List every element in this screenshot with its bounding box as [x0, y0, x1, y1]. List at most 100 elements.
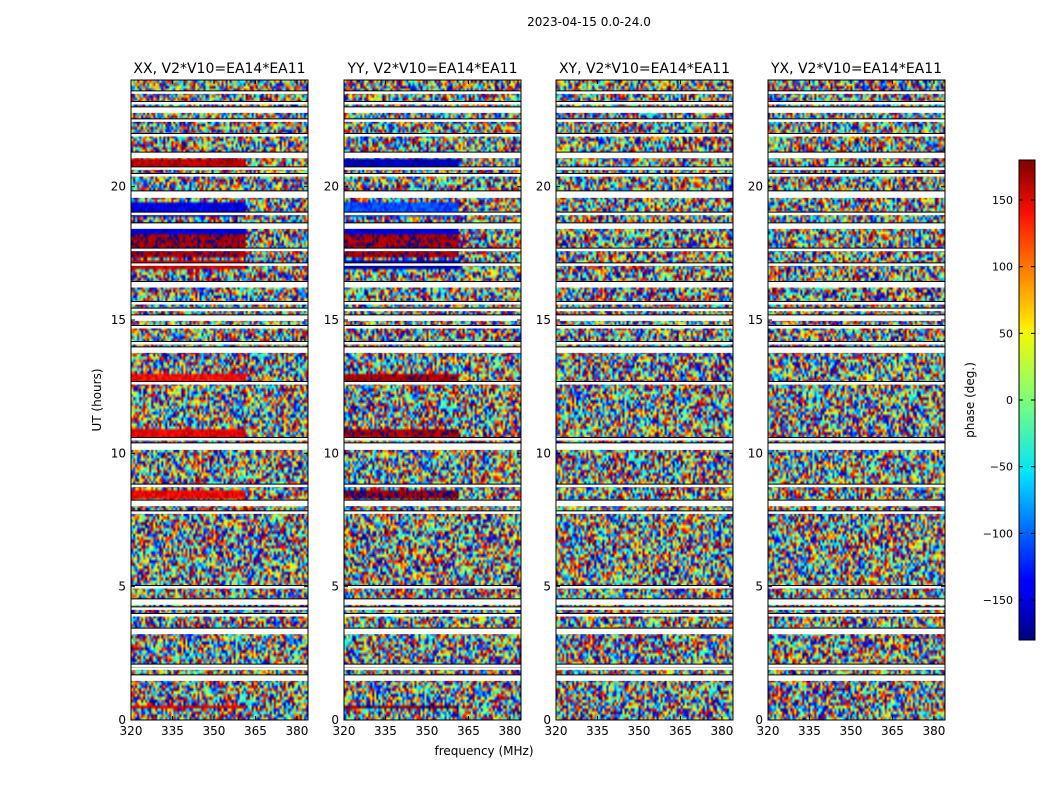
colorbar-tick-label: 150: [992, 194, 1013, 207]
flagged-row: [344, 262, 521, 266]
flagged-row: [556, 190, 733, 197]
flagged-row: [344, 222, 521, 229]
colorbar: 150 100 50 0 −50 −100 −150 phase (deg.): [963, 159, 1036, 641]
x-tick-label: 335: [798, 724, 821, 738]
flagged-row: [131, 346, 308, 353]
y-tick-label: 0: [118, 713, 126, 727]
figure-suptitle: 2023-04-15 0.0-24.0: [527, 15, 651, 29]
flagged-row: [768, 248, 945, 252]
flagged-row: [344, 381, 521, 385]
flagged-row: [768, 90, 945, 94]
flagged-row: [768, 314, 945, 321]
x-tick-label: 320: [545, 724, 568, 738]
flagged-row: [344, 341, 521, 345]
flagged-row: [344, 212, 521, 216]
flagged-row: [344, 281, 521, 288]
flagged-row: [131, 152, 308, 159]
flagged-row: [344, 101, 521, 105]
flagged-row: [131, 301, 308, 305]
panel-frame: [343, 79, 522, 721]
x-axis-label: frequency (MHz): [434, 744, 533, 758]
y-tick-label: 15: [111, 313, 126, 327]
flagged-row: [768, 173, 945, 177]
flagged-row: [131, 173, 308, 177]
flagged-row: [556, 606, 733, 610]
panel-frame: [555, 79, 734, 721]
x-tick-label: 350: [840, 724, 863, 738]
y-tick-label: 0: [543, 713, 551, 727]
flagged-row: [768, 606, 945, 610]
flagged-row: [556, 664, 733, 668]
x-tick-label: 335: [586, 724, 609, 738]
flagged-row: [768, 106, 945, 113]
panel-3: YX, V2*V10=EA14*EA11 320 335 350 365 380 0 5 10 1…: [748, 61, 946, 738]
flagged-row: [344, 248, 521, 252]
panel-title: XX, V2*V10=EA14*EA11: [133, 61, 305, 77]
flagged-row: [344, 314, 521, 321]
flagged-row: [344, 90, 521, 94]
flagged-row: [131, 628, 308, 635]
x-tick-label: 380: [922, 724, 945, 738]
y-tick-label: 0: [755, 713, 763, 727]
flagged-row: [344, 585, 521, 589]
flagged-row: [556, 166, 733, 170]
flagged-row: [556, 341, 733, 345]
x-tick-label: 320: [757, 724, 780, 738]
y-tick-label: 5: [543, 580, 551, 594]
flagged-row: [131, 437, 308, 441]
flagged-row: [131, 212, 308, 216]
flagged-row: [344, 173, 521, 177]
y-tick-label: 20: [324, 180, 339, 194]
flagged-row: [556, 666, 733, 670]
flagged-row: [768, 585, 945, 589]
flagged-row: [768, 664, 945, 668]
flagged-row: [131, 510, 308, 514]
flagged-row: [556, 628, 733, 635]
y-tick-label: 5: [755, 580, 763, 594]
flagged-row: [344, 301, 521, 305]
flagged-row: [131, 308, 308, 312]
flagged-row: [768, 308, 945, 312]
y-tick-label: 15: [536, 313, 551, 327]
y-tick-label: 5: [331, 580, 339, 594]
x-tick-label: 365: [669, 724, 692, 738]
panel-1: YY, V2*V10=EA14*EA11 320 335 350 365 380 0 5 10 1…: [324, 61, 522, 738]
flagged-row: [768, 442, 945, 449]
flagged-row: [556, 133, 733, 137]
x-tick-label: 365: [244, 724, 267, 738]
flagged-row: [344, 442, 521, 449]
flagged-row: [344, 674, 521, 681]
flagged-row: [768, 301, 945, 305]
flagged-row: [556, 281, 733, 288]
flagged-row: [768, 133, 945, 137]
flagged-row: [131, 118, 308, 122]
flagged-row: [344, 598, 521, 605]
flagged-row: [131, 664, 308, 668]
flagged-row: [344, 500, 521, 507]
flagged-row: [768, 598, 945, 605]
flagged-row: [344, 152, 521, 159]
flagged-row: [768, 325, 945, 329]
flagged-row: [131, 598, 308, 605]
flagged-row: [768, 118, 945, 122]
flagged-row: [131, 484, 308, 488]
y-tick-label: 10: [748, 446, 763, 460]
x-tick-label: 365: [457, 724, 480, 738]
flagged-row: [768, 346, 945, 353]
panel-frame: [130, 79, 309, 721]
flagged-row: [768, 613, 945, 617]
y-tick-label: 10: [324, 446, 339, 460]
flagged-row: [556, 346, 733, 353]
flagged-row: [768, 674, 945, 681]
x-tick-label: 365: [881, 724, 904, 738]
flagged-row: [768, 281, 945, 288]
y-tick-label: 15: [748, 313, 763, 327]
flagged-row: [131, 500, 308, 507]
flagged-row: [556, 437, 733, 441]
x-tick-label: 380: [285, 724, 308, 738]
flagged-row: [131, 442, 308, 449]
flagged-row: [131, 325, 308, 329]
flagged-row: [556, 325, 733, 329]
flagged-row: [344, 325, 521, 329]
x-tick-label: 335: [374, 724, 397, 738]
